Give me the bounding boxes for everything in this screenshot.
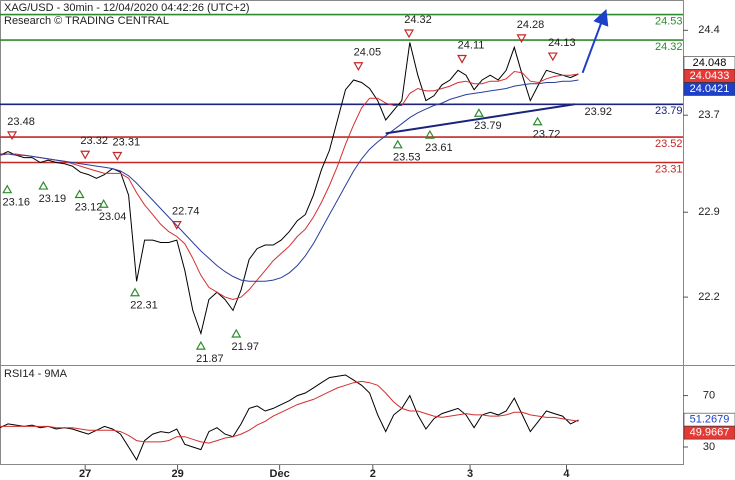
trough-marker (195, 340, 206, 350)
price-tag-label: 24.048 (693, 57, 727, 69)
peak-marker (80, 150, 91, 160)
peak-marker (112, 151, 123, 161)
trough-marker (473, 108, 484, 117)
chart-title: XAG/USD - 30min - 12/04/2020 04:42:26 (U… (4, 2, 249, 14)
trough-label: 23.53 (393, 152, 421, 164)
y-tick-label: 70 (703, 389, 715, 401)
trough-label: 23.61 (425, 142, 453, 154)
level-label: 23.31 (655, 163, 683, 175)
peak-marker (547, 52, 558, 62)
level-label: 24.32 (655, 41, 683, 53)
trough-marker (392, 139, 403, 149)
level-label: 23.79 (655, 105, 683, 117)
trough-marker (532, 116, 543, 126)
trend-label: 23.92 (585, 106, 613, 118)
peak-marker (403, 29, 415, 39)
x-tick-label: 29 (171, 468, 183, 480)
trough-marker (98, 199, 109, 208)
peak-label: 24.28 (517, 19, 545, 31)
trough-marker (424, 129, 435, 139)
forecast-arrow (581, 8, 609, 74)
plot-frame (0, 0, 684, 465)
y-tick-label: 24.4 (698, 24, 719, 36)
trough-marker (74, 189, 85, 199)
rsi-title: RSI14 - 9MA (4, 368, 68, 380)
peak-label: 22.74 (172, 206, 200, 218)
trough-label: 21.97 (231, 341, 259, 353)
peak-label: 23.31 (113, 136, 141, 148)
trough-marker (129, 287, 141, 297)
price-tag-label: 24.0421 (690, 83, 730, 95)
price-tag-label: 51.2679 (690, 414, 730, 426)
price-tag-label: 24.0433 (690, 70, 730, 82)
trough-marker (2, 184, 13, 194)
series-line (0, 79, 579, 282)
trough-label: 21.87 (196, 353, 224, 365)
price-tag (683, 425, 735, 440)
y-tick-label: 22.2 (698, 291, 719, 303)
trough-label: 23.04 (99, 211, 127, 223)
trough-label: 23.72 (533, 129, 561, 141)
y-tick-label: 22.9 (698, 206, 719, 218)
trough-label: 23.12 (75, 201, 103, 213)
peak-marker (7, 131, 18, 141)
trough-marker (38, 180, 49, 190)
peak-label: 23.48 (7, 116, 35, 128)
level-label: 24.53 (655, 15, 683, 27)
trough-label: 23.16 (2, 197, 30, 209)
peak-label: 24.32 (404, 14, 432, 26)
series-line (0, 70, 579, 301)
peak-label: 24.05 (354, 47, 382, 59)
series-line (0, 42, 579, 336)
peak-marker (171, 221, 182, 230)
peak-label: 24.13 (548, 37, 576, 49)
series-line (0, 374, 579, 461)
x-tick-label: Dec (270, 468, 290, 480)
x-tick-label: 4 (563, 468, 570, 480)
peak-marker (516, 34, 527, 44)
y-tick-label: 23.7 (698, 109, 719, 121)
trend-line (385, 103, 575, 135)
peak-label: 23.32 (80, 135, 108, 147)
peak-marker (456, 54, 468, 64)
x-tick-label: 27 (79, 468, 91, 480)
trough-marker (231, 328, 242, 338)
trough-label: 23.19 (39, 193, 67, 205)
series-line (0, 380, 579, 444)
level-label: 23.52 (655, 138, 683, 150)
peak-label: 24.11 (458, 39, 485, 51)
trough-label: 22.31 (130, 300, 158, 312)
x-tick-label: 3 (467, 468, 473, 480)
chart-subtitle: Research © TRADING CENTRAL (4, 15, 169, 27)
price-tag (683, 82, 735, 96)
price-tag-label: 49.9667 (690, 427, 730, 439)
y-tick-label: 30 (703, 441, 715, 453)
peak-marker (353, 62, 364, 71)
trough-label: 23.79 (474, 120, 502, 132)
x-tick-label: 2 (370, 468, 376, 480)
